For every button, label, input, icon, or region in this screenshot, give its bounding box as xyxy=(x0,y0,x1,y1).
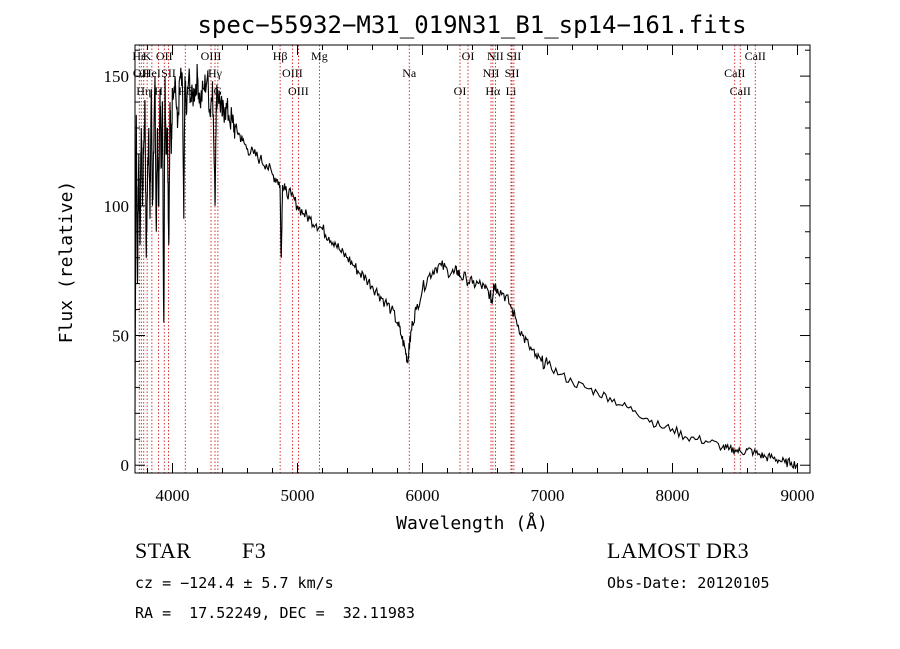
line-label: Li xyxy=(506,84,517,98)
coordinates: RA = 17.52249, DEC = 32.11983 xyxy=(135,604,415,622)
line-label: Mg xyxy=(311,49,328,63)
spectral-line-markers xyxy=(138,45,756,473)
y-tick-label: 150 xyxy=(104,67,130,86)
line-label: CaII xyxy=(730,84,751,98)
line-label: NII xyxy=(483,66,500,80)
y-tick-label: 100 xyxy=(104,197,130,216)
x-tick-label: 6000 xyxy=(406,486,440,505)
redshift-readout: cz = −124.4 ± 5.7 km/s xyxy=(135,574,334,592)
object-subclass: F3 xyxy=(242,538,267,563)
x-tick-label: 4000 xyxy=(156,486,190,505)
line-label: CaII xyxy=(724,66,745,80)
line-label: OI xyxy=(462,49,475,63)
x-axis-label: Wavelength (Å) xyxy=(396,512,548,534)
line-label: Hα xyxy=(485,84,501,98)
x-tick-label: 7000 xyxy=(531,486,565,505)
plot-frame xyxy=(134,44,811,474)
x-tick-label: 5000 xyxy=(281,486,315,505)
line-label: CaII xyxy=(745,49,766,63)
line-label: K xyxy=(143,49,152,63)
line-label: NII xyxy=(487,49,504,63)
line-label: Na xyxy=(402,66,417,80)
line-label: SII xyxy=(505,66,520,80)
line-label: OII xyxy=(156,49,173,63)
x-tick-label: 8000 xyxy=(656,486,690,505)
obs-date: Obs-Date: 20120105 xyxy=(607,574,770,592)
line-label: Hε xyxy=(132,49,146,63)
chart-title: spec−55932−M31_019N31_B1_sp14−161.fits xyxy=(197,11,746,39)
spectrum-line xyxy=(134,63,798,470)
y-tick-label: 50 xyxy=(112,327,129,346)
y-tick-label: 0 xyxy=(121,456,130,475)
line-label: Hγ xyxy=(208,66,223,80)
spectral-line-labels: HεOIIHηKHeIHOIISIIHδOIIIHγGHβOIIIOIIIMgN… xyxy=(132,49,766,98)
axis-ticks: 4000 5000 6000 7000 8000 9000 0 50 100 150 xyxy=(104,45,815,505)
line-label: SII xyxy=(161,66,176,80)
line-label: HeI xyxy=(143,66,161,80)
y-axis-label: Flux (relative) xyxy=(56,181,77,344)
line-label: OIII xyxy=(282,66,303,80)
x-tick-label: 9000 xyxy=(781,486,815,505)
line-label: OIII xyxy=(288,84,309,98)
line-label: SII xyxy=(507,49,522,63)
line-label: H xyxy=(154,84,163,98)
object-class: STAR xyxy=(135,538,192,563)
line-label: OI xyxy=(454,84,467,98)
line-label: Hη xyxy=(136,84,151,98)
line-label: Hβ xyxy=(273,49,288,63)
line-label: OIII xyxy=(201,49,222,63)
survey-name: LAMOST DR3 xyxy=(607,538,750,563)
